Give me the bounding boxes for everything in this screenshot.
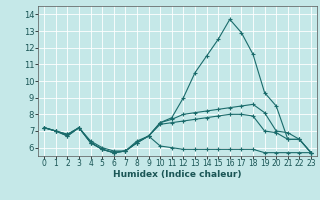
X-axis label: Humidex (Indice chaleur): Humidex (Indice chaleur)	[113, 170, 242, 179]
